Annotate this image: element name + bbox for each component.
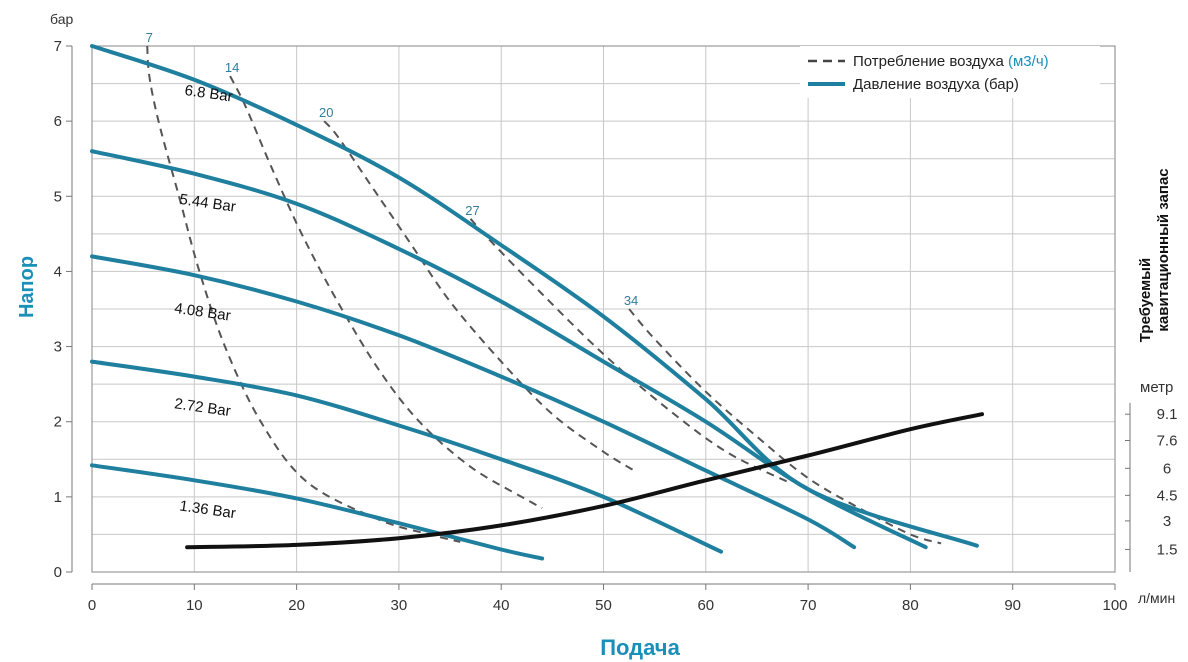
right-tick-label: 9.1 <box>1157 406 1178 423</box>
x-axis-title: Подача <box>600 635 680 660</box>
legend-air-consumption-label: Потребление воздуха (м3/ч) <box>853 53 1049 70</box>
y-tick-label: 3 <box>54 339 62 356</box>
air-consumption-line <box>469 218 789 483</box>
right-axis: Требуемый кавитационный запас метр 1.5 3 4… <box>1125 168 1177 572</box>
air-pressure-line <box>90 149 928 550</box>
y-tick-label: 7 <box>54 38 62 55</box>
x-tick-label: 0 <box>88 597 96 614</box>
x-tick-label: 100 <box>1102 597 1127 614</box>
air-consumption-line <box>628 308 942 545</box>
legend-air-consumption-text: Потребление воздуха <box>853 53 1004 70</box>
x-tick-label: 90 <box>1004 597 1021 614</box>
x-tick-label: 60 <box>697 597 714 614</box>
npsh-line <box>185 412 984 550</box>
legend-air-pressure-label: Давление воздуха (бар) <box>853 76 1019 93</box>
x-tick-label: 20 <box>288 597 305 614</box>
right-tick-label: 7.6 <box>1157 433 1178 450</box>
x-tick-label: 70 <box>800 597 817 614</box>
right-tick-label: 1.5 <box>1157 541 1178 558</box>
y-tick-labels: 0 1 2 3 4 5 6 7 <box>54 38 72 581</box>
y-tick-label: 0 <box>54 564 62 581</box>
y-tick-label: 6 <box>54 113 62 130</box>
air-pressure-curves <box>90 44 979 561</box>
right-axis-title-line1: Требуемый <box>1137 258 1154 342</box>
y-unit-label: бар <box>50 11 73 27</box>
axes <box>71 45 1116 585</box>
y-tick-label: 1 <box>54 489 62 506</box>
y-axis-title: Напор <box>16 256 38 318</box>
right-axis-unit: метр <box>1140 379 1173 396</box>
right-tick-label: 3 <box>1163 513 1171 530</box>
air-consumption-line <box>146 45 461 543</box>
right-tick-label: 6 <box>1163 460 1171 477</box>
right-tick-label: 4.5 <box>1157 487 1178 504</box>
legend: Потребление воздуха (м3/ч) Давление возд… <box>800 46 1100 98</box>
legend-box <box>800 46 1100 98</box>
x-tick-label: 80 <box>902 597 919 614</box>
air-pressure-label: 6.8 Bar <box>184 82 234 106</box>
air-consumption-label: 27 <box>465 203 479 218</box>
x-tick-label: 40 <box>493 597 510 614</box>
x-unit-label: л/мин <box>1138 590 1175 606</box>
y-tick-label: 5 <box>54 188 62 205</box>
y-tick-label: 2 <box>54 414 62 431</box>
air-pressure-line <box>90 463 545 561</box>
air-pressure-line <box>90 359 724 554</box>
legend-air-consumption-unit: (м3/ч) <box>1008 53 1049 70</box>
air-consumption-label: 34 <box>624 293 638 308</box>
plot-frame <box>91 45 1116 573</box>
air-consumption-label: 20 <box>319 105 333 120</box>
x-tick-labels: 0 10 20 30 40 50 60 70 80 90 100 <box>88 584 1128 614</box>
y-tick-label: 4 <box>54 263 62 280</box>
air-consumption-label: 14 <box>225 60 239 75</box>
x-tick-label: 50 <box>595 597 612 614</box>
x-tick-label: 30 <box>391 597 408 614</box>
npsh-curve <box>185 412 984 550</box>
right-axis-title-line2: кавитационный запас <box>1155 168 1172 331</box>
air-consumption-label: 7 <box>146 30 153 45</box>
x-tick-label: 10 <box>186 597 203 614</box>
air-consumption-line <box>229 75 543 509</box>
air-consumption-curves <box>146 45 942 545</box>
air-pressure-line <box>90 254 857 550</box>
